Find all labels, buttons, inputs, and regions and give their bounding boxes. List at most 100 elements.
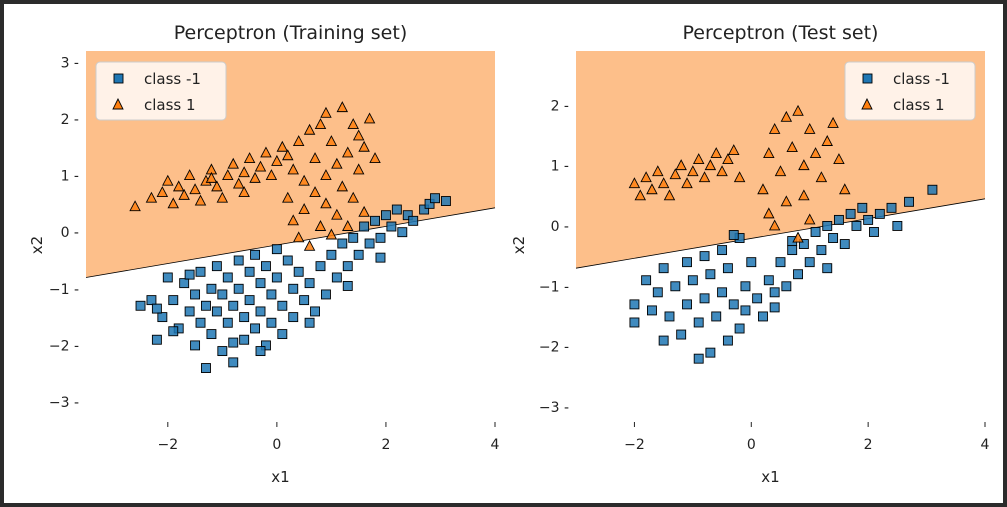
point-class-neg1	[271, 272, 282, 283]
point-class-neg1	[892, 221, 903, 231]
point-class-neg1	[222, 272, 233, 283]
legend-label: class 1	[893, 96, 945, 114]
point-class-neg1	[331, 272, 342, 283]
point-class-1	[129, 200, 141, 212]
point-class-neg1	[217, 346, 228, 357]
point-class-neg1	[157, 312, 168, 323]
point-class-neg1	[222, 317, 233, 328]
point-class-neg1	[217, 289, 228, 300]
point-class-1	[156, 186, 169, 197]
point-class-neg1	[244, 266, 255, 277]
point-class-1	[634, 189, 647, 201]
point-class-neg1	[804, 257, 815, 268]
point-class-neg1	[424, 198, 435, 209]
point-class-1	[786, 141, 798, 152]
point-class-neg1	[206, 329, 217, 340]
point-class-1	[803, 213, 816, 225]
point-class-1	[369, 152, 381, 164]
legend-box	[95, 61, 227, 121]
point-class-neg1	[190, 340, 201, 351]
y-tick-label: 0 -	[551, 219, 569, 235]
point-class-1	[292, 231, 305, 243]
legend-label: class -1	[144, 70, 201, 88]
point-class-neg1	[250, 323, 261, 334]
point-class-neg1	[740, 305, 751, 316]
point-class-1	[347, 191, 359, 203]
point-class-neg1	[833, 214, 844, 225]
point-class-1	[287, 214, 299, 226]
point-class-1	[222, 169, 234, 181]
point-class-1	[780, 110, 793, 122]
point-class-neg1	[408, 215, 419, 226]
point-class-1	[183, 169, 196, 181]
x-tick-label: −2	[157, 437, 178, 453]
x-tick-label: 0	[747, 437, 756, 453]
point-class-neg1	[904, 196, 914, 207]
point-class-neg1	[664, 311, 675, 322]
point-class-1	[172, 180, 185, 192]
y-axis-label: x2	[28, 236, 46, 254]
point-class-neg1	[288, 312, 299, 323]
point-class-1	[352, 163, 365, 175]
x-tick-label: 2	[381, 437, 390, 453]
point-class-1	[768, 219, 781, 231]
point-class-1	[342, 220, 354, 231]
y-tick-label: −3 -	[49, 395, 79, 411]
point-class-1	[260, 146, 272, 158]
point-class-neg1	[798, 239, 809, 249]
point-class-neg1	[711, 311, 722, 322]
figure-canvas: Perceptron (Training set) −2 0 2 4 −3 - −2 - −1…	[4, 4, 1003, 503]
point-class-neg1	[682, 257, 692, 268]
point-class-1	[733, 171, 746, 183]
point-class-1	[336, 101, 349, 113]
point-class-neg1	[320, 289, 331, 300]
point-class-1	[809, 147, 822, 159]
point-class-neg1	[348, 232, 359, 243]
point-class-neg1	[151, 303, 162, 314]
point-class-neg1	[658, 263, 669, 274]
point-class-neg1	[293, 266, 304, 277]
point-class-1	[640, 171, 652, 183]
point-class-1	[303, 123, 316, 135]
legend: class -1 class 1	[95, 61, 227, 121]
point-class-1	[265, 169, 278, 181]
point-class-neg1	[717, 287, 728, 298]
point-class-1	[815, 171, 828, 183]
point-class-neg1	[927, 184, 938, 195]
x-tick-label: 4	[981, 437, 990, 453]
legend-marker-class-1	[861, 97, 873, 110]
point-class-neg1	[201, 300, 211, 311]
point-class-neg1	[874, 208, 885, 219]
x-axis-label: x1	[761, 468, 779, 486]
point-class-neg1	[206, 283, 217, 294]
point-class-neg1	[886, 202, 897, 213]
legend-label: class 1	[144, 96, 196, 114]
point-class-neg1	[869, 227, 879, 237]
point-class-neg1	[839, 239, 850, 249]
point-class-neg1	[693, 317, 704, 328]
point-class-neg1	[179, 278, 190, 289]
point-class-1	[227, 157, 239, 169]
point-class-neg1	[687, 275, 698, 286]
point-class-neg1	[740, 281, 751, 292]
point-class-1	[798, 159, 810, 171]
point-class-1	[178, 188, 190, 200]
point-class-1	[309, 186, 321, 197]
point-class-neg1	[304, 278, 315, 289]
point-class-1	[687, 165, 699, 177]
point-class-1	[675, 159, 687, 171]
y-tick-label: −1 -	[539, 279, 569, 295]
legend-marker-class-neg1	[862, 73, 873, 84]
point-class-1	[309, 152, 321, 164]
point-class-neg1	[233, 283, 244, 294]
point-class-neg1	[705, 269, 716, 280]
point-class-neg1	[699, 251, 710, 262]
point-class-neg1	[822, 263, 833, 274]
point-class-1	[325, 228, 338, 240]
point-class-neg1	[304, 317, 315, 328]
point-class-1	[320, 106, 332, 118]
point-class-1	[238, 186, 250, 197]
point-class-neg1	[828, 233, 839, 243]
point-class-1	[276, 140, 289, 152]
y-tick-label: 3 -	[61, 55, 79, 71]
